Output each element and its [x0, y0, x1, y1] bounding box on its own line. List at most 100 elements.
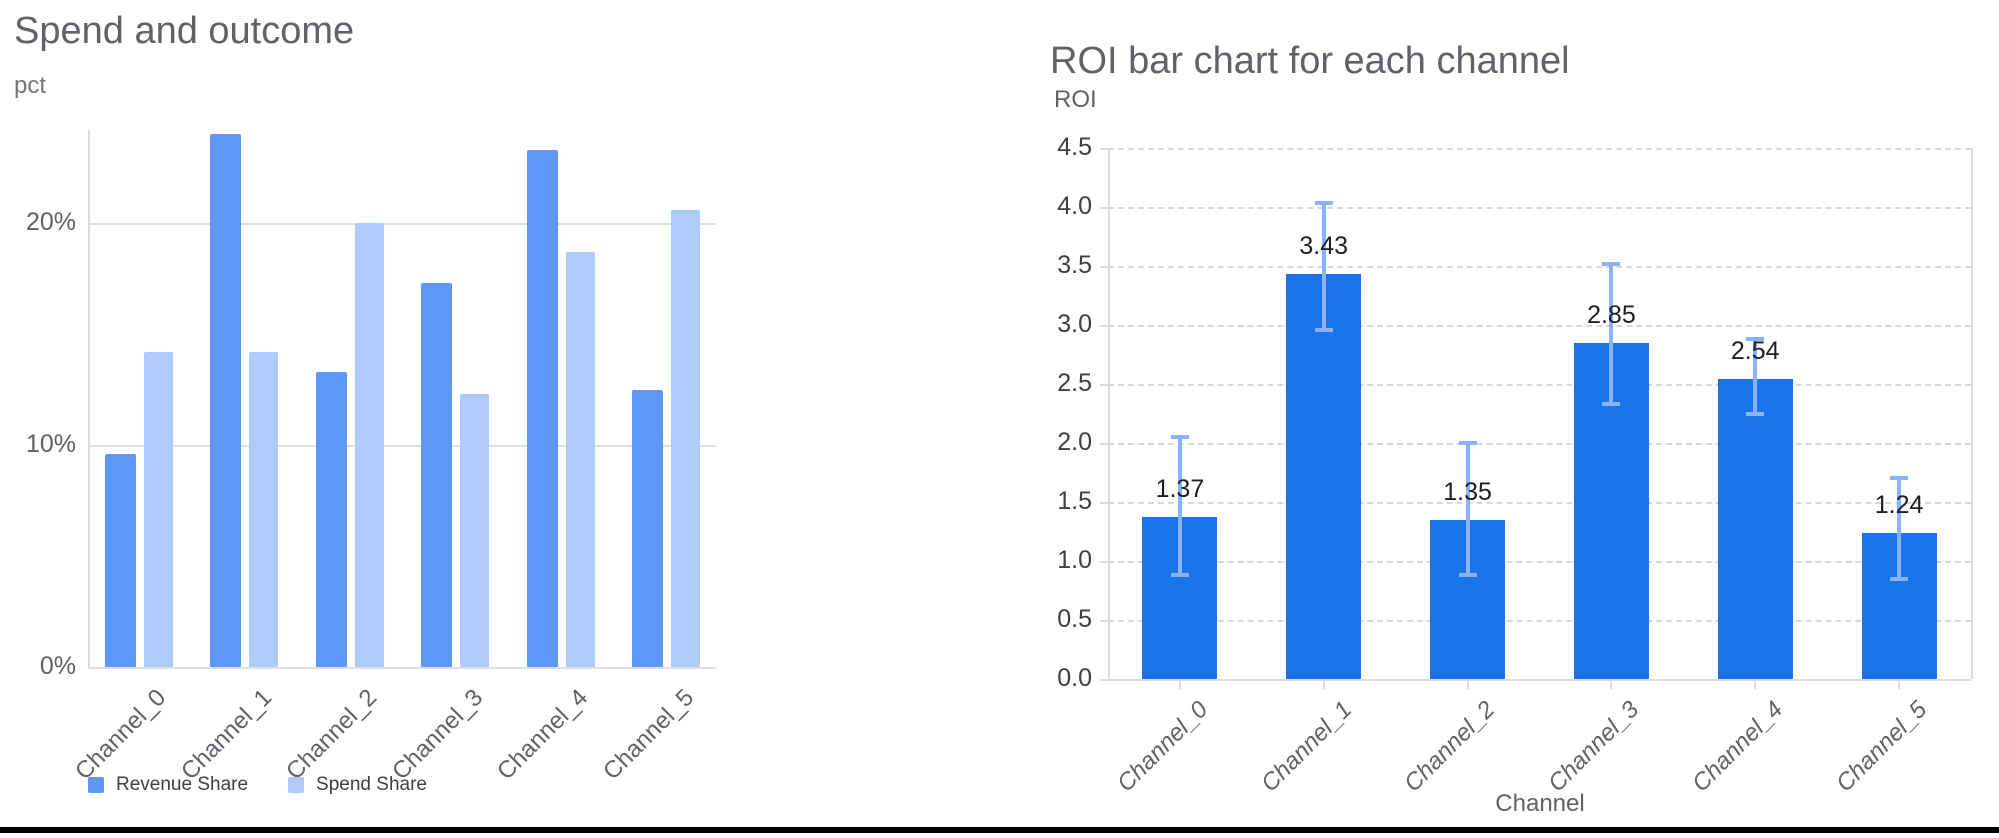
- y-tick-label: 4.0: [1057, 192, 1092, 220]
- y-tick-mark: [1100, 384, 1108, 386]
- y-tick-mark: [1100, 620, 1108, 622]
- y-tick-label: 20%: [25, 208, 76, 237]
- bar-value-label: 1.35: [1443, 477, 1492, 506]
- bar-revenue-share[interactable]: [104, 453, 136, 667]
- gridline: [88, 223, 716, 226]
- gridline: [1108, 384, 1971, 386]
- y-tick-label: 1.0: [1057, 546, 1092, 574]
- error-bar-stem: [1177, 437, 1182, 576]
- y-tick-label: 3.5: [1057, 251, 1092, 279]
- y-tick-label: 1.5: [1057, 487, 1092, 515]
- y-tick-label: 0%: [39, 652, 76, 680]
- y-tick-label: 3.0: [1057, 310, 1092, 338]
- error-bar-cap-bottom: [1314, 327, 1333, 332]
- x-tick-label: Channel_1: [1255, 696, 1357, 798]
- gridline: [88, 445, 716, 448]
- y-tick-label: 0.0: [1057, 664, 1092, 692]
- error-bar-cap-bottom: [1170, 573, 1189, 578]
- legend-item[interactable]: Spend Share: [288, 774, 427, 796]
- legend-swatch: [288, 777, 305, 793]
- gridline: [1108, 207, 1971, 209]
- y-axis-line: [1108, 148, 1110, 679]
- x-tick-label: Channel_0: [1111, 696, 1214, 798]
- bar-spend-share[interactable]: [354, 223, 384, 667]
- bar-revenue-share[interactable]: [526, 149, 558, 667]
- error-bar-cap-bottom: [1890, 576, 1909, 581]
- x-tick-label: Channel_4: [492, 684, 594, 786]
- x-tick-mark: [1610, 681, 1613, 689]
- y-tick-mark: [1100, 502, 1108, 504]
- x-tick-label: Channel_3: [386, 684, 489, 786]
- x-tick-mark: [1898, 681, 1901, 689]
- y-tick-label: 4.5: [1057, 133, 1092, 161]
- gridline: [1108, 325, 1971, 327]
- x-tick-label: Channel_1: [175, 684, 278, 786]
- y-tick-label: 10%: [25, 430, 76, 459]
- x-tick-label: Channel_0: [70, 684, 172, 786]
- bar-roi[interactable]: [1286, 274, 1362, 679]
- bar-value-label: 1.37: [1155, 475, 1205, 504]
- roi-bar-chart: ROI bar chart for each channel ROI 0.0 0.…: [1040, 0, 1999, 820]
- y-axis-line: [88, 130, 90, 667]
- x-tick-mark: [1322, 681, 1325, 689]
- spend-outcome-chart: Spend and outcome pct 0% 10% 20% Channel_0 C…: [0, 0, 780, 820]
- y-tick-mark: [1100, 561, 1108, 563]
- bar-roi[interactable]: [1717, 379, 1793, 679]
- bottom-divider: [0, 827, 1999, 833]
- bar-value-label: 2.85: [1587, 300, 1636, 329]
- bar-value-label: 3.43: [1299, 232, 1349, 261]
- x-tick-label: Channel_5: [1830, 696, 1933, 798]
- x-tick-mark: [1754, 681, 1757, 689]
- bar-spend-share[interactable]: [565, 252, 595, 667]
- error-bar-stem: [1897, 478, 1902, 579]
- legend-label: Spend Share: [316, 774, 427, 795]
- error-bar-stem: [1465, 443, 1470, 576]
- y-tick-mark: [1100, 679, 1108, 681]
- y-tick-mark: [1100, 266, 1108, 268]
- chart-title: Spend and outcome: [14, 10, 355, 52]
- error-bar-cap-top: [1890, 476, 1909, 481]
- error-bar-cap-bottom: [1602, 402, 1621, 407]
- plot-area: 0.0 0.5 1.0 1.5 2.0 2.5 3.0 3.5 4.0 4.5 1.37 Channe…: [1040, 0, 1999, 820]
- bar-revenue-share[interactable]: [315, 371, 347, 667]
- bar-spend-share[interactable]: [143, 351, 173, 667]
- plot-right-border: [1971, 148, 1973, 679]
- x-tick-mark: [1178, 681, 1181, 689]
- bar-spend-share[interactable]: [249, 351, 278, 667]
- y-axis-unit-label: pct: [14, 72, 47, 99]
- gridline: [1108, 561, 1971, 563]
- gridline: [88, 667, 716, 669]
- error-bar-cap-top: [1170, 435, 1189, 440]
- legend-item[interactable]: Revenue Share: [88, 774, 248, 796]
- plot-area: 0% 10% 20% Channel_0 Channel_1 Channel_2 Chann…: [0, 0, 780, 820]
- bar-revenue-share[interactable]: [421, 283, 452, 667]
- gridline: [1108, 620, 1971, 622]
- y-tick-label: 2.0: [1057, 428, 1092, 456]
- gridline: [1108, 443, 1971, 445]
- error-bar-stem: [1609, 263, 1614, 405]
- gridline: [1108, 502, 1971, 504]
- bar-spend-share[interactable]: [671, 209, 700, 667]
- error-bar-stem: [1753, 339, 1758, 414]
- x-tick-label: Channel_4: [1687, 696, 1789, 798]
- legend-swatch: [88, 777, 104, 793]
- x-tick-label: Channel_2: [1399, 696, 1501, 798]
- bar-spend-share[interactable]: [460, 394, 489, 667]
- error-bar-cap-top: [1314, 201, 1333, 206]
- x-tick-mark: [1466, 681, 1469, 689]
- x-tick-label: Channel_2: [281, 684, 383, 786]
- bar-revenue-share[interactable]: [632, 389, 663, 667]
- y-tick-label: 0.5: [1057, 605, 1092, 633]
- bar-value-label: 1.24: [1874, 490, 1924, 519]
- bar-revenue-share[interactable]: [210, 134, 241, 667]
- error-bar-cap-top: [1458, 441, 1477, 445]
- y-tick-mark: [1100, 443, 1108, 445]
- x-tick-label: Channel_3: [1543, 696, 1645, 798]
- y-tick-mark: [1100, 148, 1108, 150]
- error-bar-cap-top: [1746, 337, 1765, 342]
- error-bar-cap-bottom: [1458, 573, 1477, 578]
- x-tick-label: Channel_5: [597, 684, 700, 786]
- error-bar-cap-bottom: [1746, 411, 1765, 416]
- y-axis-unit-label: ROI: [1054, 86, 1097, 113]
- y-tick-mark: [1100, 207, 1108, 209]
